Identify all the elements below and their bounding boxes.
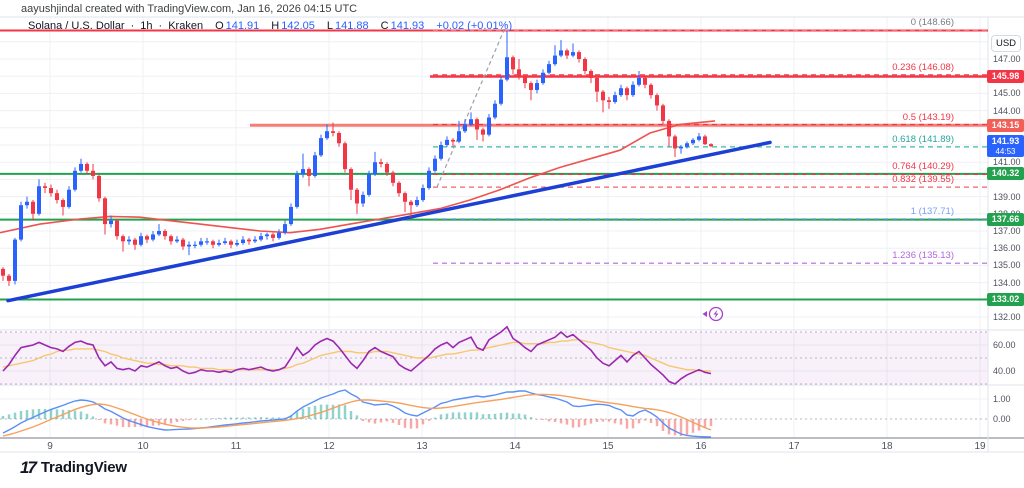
interval-label: 1h	[140, 20, 153, 32]
date-tick-label: 12	[323, 441, 335, 452]
ma-line	[0, 120, 716, 234]
ohlc-low: L 141.88	[326, 20, 369, 32]
fib-level-label: 0.236 (146.08)	[892, 61, 954, 73]
date-tick-label: 14	[509, 441, 521, 452]
fib-level-label: 1.236 (135.13)	[892, 250, 954, 262]
price-level-pill: 143.15	[987, 118, 1024, 132]
rsi-band	[0, 331, 988, 420]
ohlc-close: C 141.93	[380, 20, 425, 32]
tradingview-logo-icon: 17	[20, 458, 37, 477]
date-tick-label: 10	[137, 441, 149, 452]
rsi-tick-label: 40.00	[993, 366, 1016, 376]
price-tick-label: 132.00	[993, 312, 1021, 322]
date-tick-label: 9	[47, 441, 53, 452]
flash-icon	[702, 306, 724, 322]
price-tick-label: 141.00	[993, 157, 1021, 168]
macd-tick-label: 0.00	[993, 414, 1011, 424]
date-tick-label: 19	[974, 441, 986, 452]
price-tick-label: 137.00	[993, 226, 1021, 236]
date-tick-label: 13	[416, 441, 428, 452]
separator-dot: ·	[130, 20, 135, 32]
tradingview-logo[interactable]: 17 TradingView	[20, 459, 127, 476]
price-tick-label: 145.00	[993, 88, 1021, 99]
currency-unit-button[interactable]: USD	[991, 35, 1021, 52]
price-level-pill: 137.66	[987, 213, 1024, 227]
fib-level-label: 1 (137.71)	[910, 205, 954, 217]
fib-level-label: 0.832 (139.55)	[892, 174, 954, 186]
last-price-value: 141.93	[991, 136, 1020, 147]
price-level-pill: 140.32	[987, 167, 1024, 181]
attribution-text: aayushjindal created with TradingView.co…	[21, 3, 358, 15]
bar-countdown: 44:53	[995, 147, 1016, 157]
date-tick-label: 11	[230, 441, 242, 452]
price-level-lines	[0, 29, 988, 301]
trend-lines	[0, 25, 772, 303]
candles-layer	[1, 31, 713, 287]
macd-line	[2, 389, 712, 438]
fib-level-label: 0.764 (140.29)	[892, 161, 954, 173]
pane-separators	[0, 16, 1024, 453]
price-change: +0.02 (+0.01%)	[436, 20, 513, 32]
date-tick-label: 17	[788, 441, 800, 452]
price-tick-label: 135.00	[993, 260, 1021, 271]
fib-retracement-lines	[433, 29, 988, 264]
price-tick-label: 134.00	[993, 277, 1021, 288]
macd-tick-label: 1.00	[993, 394, 1011, 404]
fib-level-label: 0 (148.66)	[910, 17, 954, 29]
ohlc-high: H 142.05	[271, 20, 315, 32]
date-tick-label: 15	[602, 441, 614, 452]
date-tick-label: 18	[881, 441, 893, 452]
separator-dot: ·	[158, 20, 163, 32]
last-price-pill: 141.93 44:53	[987, 135, 1024, 158]
macd-histogram	[1, 404, 713, 436]
tradingview-logo-text: TradingView	[40, 459, 127, 476]
price-tick-label: 136.00	[993, 243, 1021, 254]
exchange-label: Kraken	[168, 20, 204, 32]
rsi-tick-label: 60.00	[993, 340, 1016, 350]
price-level-pill: 145.98	[987, 70, 1024, 84]
rsi-line	[2, 325, 712, 385]
price-tick-label: 144.00	[993, 105, 1021, 116]
price-tick-label: 139.00	[993, 191, 1021, 202]
date-tick-label: 16	[695, 441, 707, 452]
price-tick-label: 147.00	[993, 54, 1021, 64]
rsi-ma-line	[2, 339, 711, 372]
symbol-name: Solana / U.S. Dollar	[28, 20, 125, 32]
price-level-pill: 133.02	[987, 292, 1024, 306]
symbol-info-row[interactable]: Solana / U.S. Dollar · 1h · Kraken O 141.…	[28, 20, 512, 32]
fib-level-label: 0.618 (141.89)	[892, 133, 954, 145]
fib-level-label: 0.5 (143.19)	[902, 111, 954, 123]
macd-signal-line	[2, 393, 712, 437]
ohlc-open: O 141.91	[215, 20, 260, 32]
